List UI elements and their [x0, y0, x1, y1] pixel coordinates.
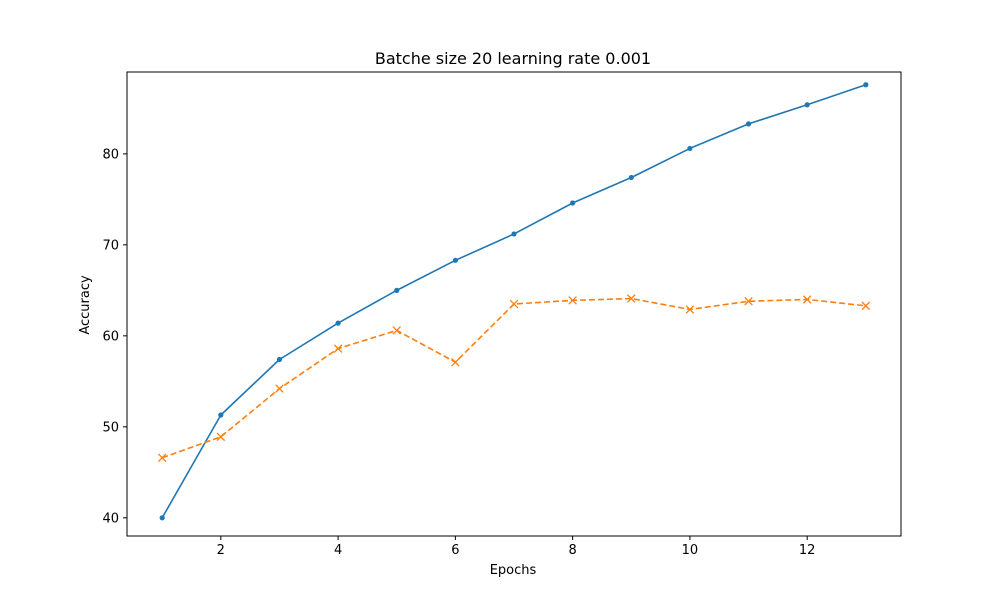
- series-2-point: [392, 326, 401, 335]
- series-1-point: [628, 174, 634, 181]
- y-tick-label: 50: [102, 420, 119, 435]
- series-1-point: [804, 102, 810, 108]
- series-1-point: [687, 145, 693, 152]
- series-1-point: [452, 257, 458, 263]
- series-1-point: [159, 515, 165, 521]
- x-tick-label: 4: [334, 543, 342, 558]
- series-1-point: [511, 231, 517, 237]
- series-2-point: [216, 432, 226, 442]
- plot-frame: [126, 71, 902, 537]
- y-axis-label: Accuracy: [78, 275, 93, 335]
- series-1-point: [276, 356, 283, 363]
- series-1-point: [218, 412, 224, 418]
- series-2-line: [161, 297, 866, 459]
- y-tick-label: 80: [102, 147, 119, 162]
- series-2-point: [333, 344, 343, 353]
- series-2-point: [157, 453, 167, 463]
- chart-title: Batche size 20 learning rate 0.001: [375, 49, 651, 68]
- series-2-point: [802, 295, 812, 304]
- series-1-point: [570, 200, 576, 206]
- x-tick-label: 8: [568, 543, 576, 558]
- series-2-point: [451, 357, 460, 367]
- x-axis-label: Epochs: [490, 563, 537, 578]
- series-2-point: [861, 301, 871, 311]
- x-tick-label: 6: [451, 543, 459, 558]
- series-2-point: [568, 296, 577, 305]
- x-tick-label: 10: [682, 543, 699, 558]
- series-2-point: [685, 305, 695, 314]
- plot-area: 2 4 6 8 10 12 40 50 60 70 80: [102, 71, 902, 558]
- y-tick-label: 60: [102, 329, 119, 344]
- series-1-point: [335, 320, 341, 326]
- series-2-point: [744, 297, 753, 306]
- series-2-point: [275, 384, 284, 393]
- x-tick-label: 12: [799, 543, 816, 558]
- x-tick-label: 2: [217, 543, 225, 558]
- y-tick-label: 40: [102, 511, 119, 526]
- series-1-point: [745, 121, 752, 127]
- series-2-point: [627, 294, 636, 303]
- series-2-point: [509, 299, 519, 309]
- series-1-point: [394, 287, 400, 293]
- y-tick-label: 70: [102, 238, 119, 253]
- series-1-point: [863, 82, 869, 88]
